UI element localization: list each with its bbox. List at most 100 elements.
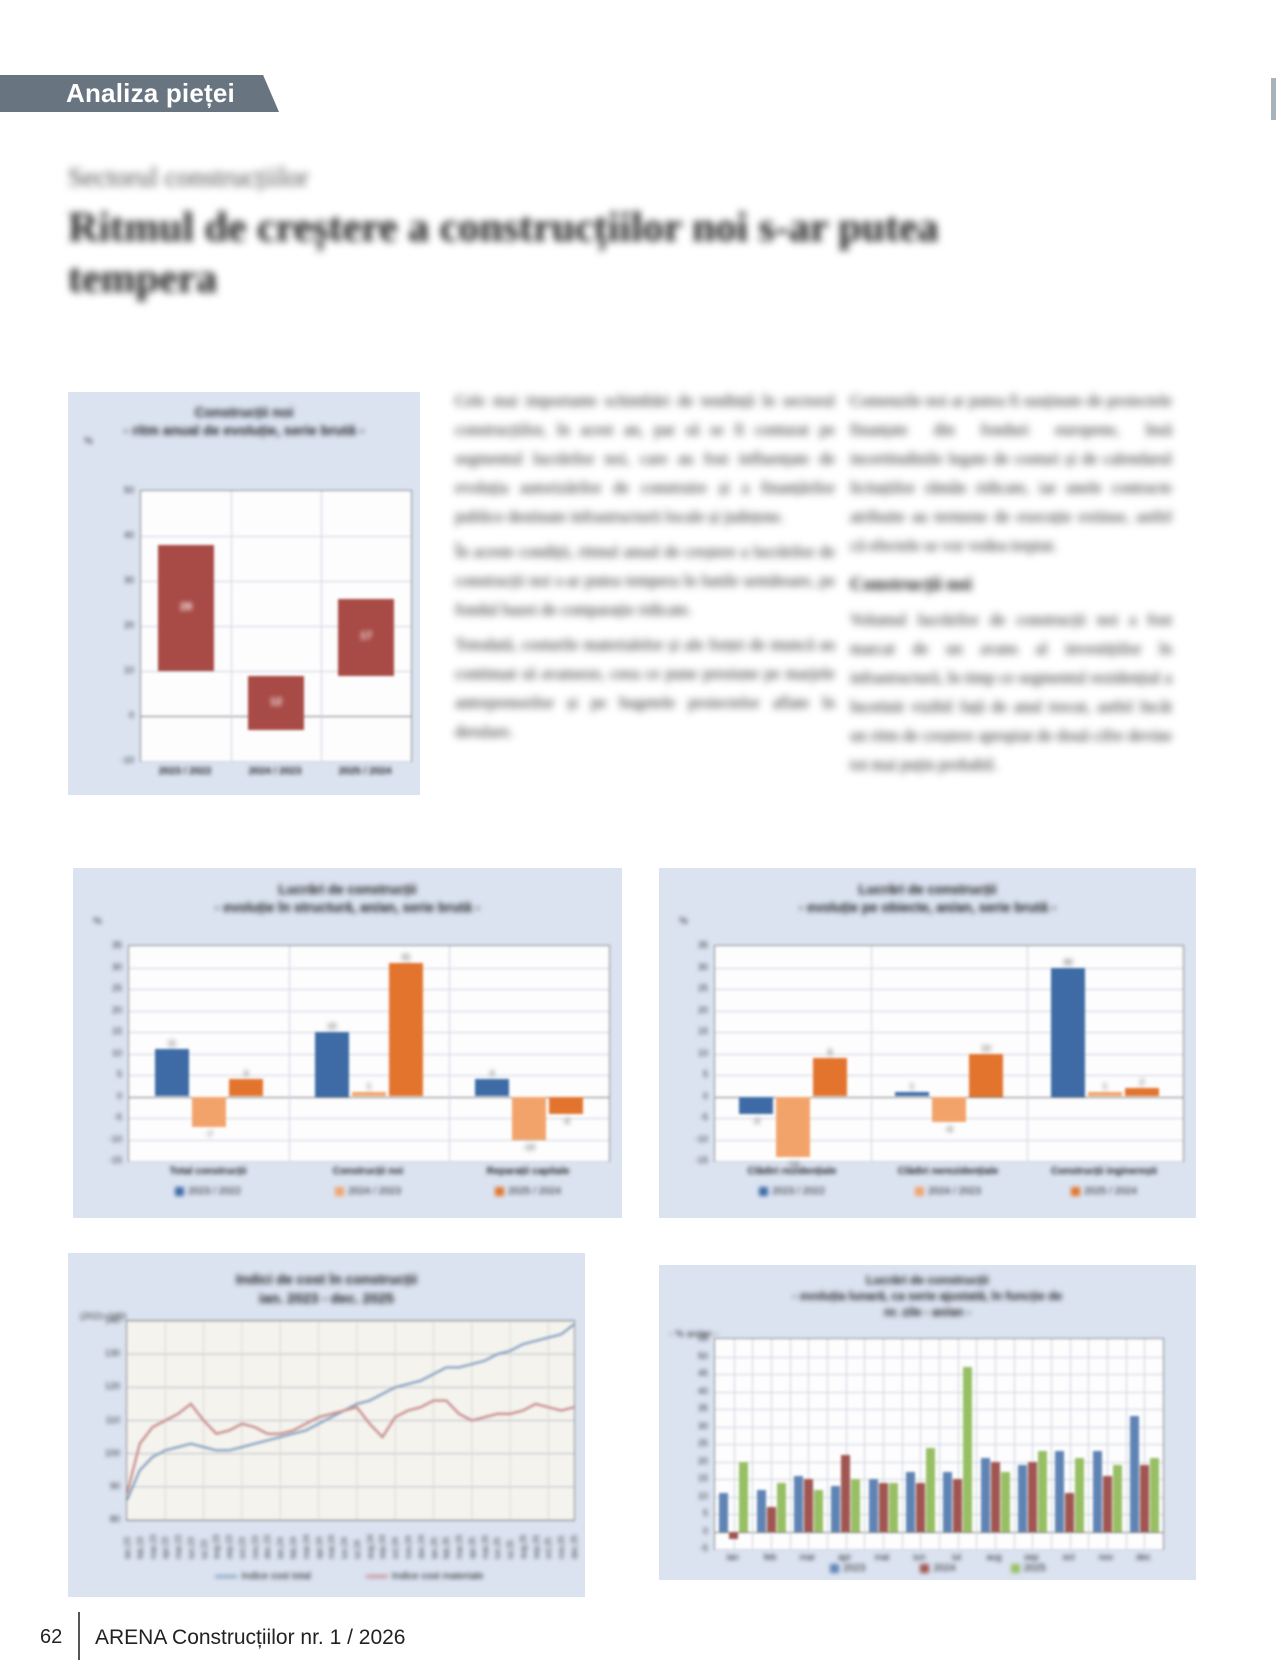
y-gridline [715,1075,1183,1076]
bar-value-label: 1 [366,1081,372,1092]
bar [963,1367,973,1532]
y-tick-label: 10 [697,1490,708,1501]
bar [813,1057,847,1097]
y-tick-label: 130 [104,1348,120,1359]
bar-value-label: 28 [179,601,193,613]
legend-color-swatch [495,1187,505,1196]
line-chart-svg [125,1320,575,1521]
x-tick-label: sep.23 [225,1534,235,1559]
bar [1027,1461,1037,1532]
v-gridline [1051,1339,1052,1549]
legend-line-swatch [365,1575,388,1578]
chart-plot-area: 11 -7 4 15 1 31 4 -10 -4 [128,945,610,1162]
legend-label: 2024 [933,1563,956,1574]
bar [1149,1458,1159,1532]
body-text-column-2: Comenzile noi ar putea fi susținute de p… [850,386,1172,785]
v-gridline [752,1339,754,1549]
bar [229,1079,263,1097]
legend-label: 2025 / 2024 [1084,1186,1137,1197]
y-tick-label: 15 [111,1026,122,1036]
x-tick-label: aug.23 [212,1534,222,1559]
y-gridline [715,967,1183,969]
y-tick-label: 50 [123,485,134,495]
x-category-label: Total construcții [169,1166,247,1177]
legend-color-swatch [1010,1564,1020,1573]
legend-label: 2025 [1023,1563,1046,1574]
x-tick-label: mai.25 [480,1534,490,1559]
zero-axis-line [129,1096,609,1098]
bar [915,1482,925,1532]
bar [932,1096,966,1123]
body-subheading: Construcții noi [850,574,972,595]
group-divider [321,491,322,761]
legend-color-swatch [830,1564,840,1573]
bar [315,1032,349,1097]
x-tick-label: iun.23 [186,1537,196,1559]
bar-value-label: 30 [1063,956,1073,967]
x-tick-label: apr.23 [161,1536,171,1559]
chart-title: Lucrări de construcții [866,1273,989,1287]
x-category-label: iul [952,1552,962,1562]
article-headline: Ritmul de creștere a construcțiilor noi … [68,205,939,303]
bar [352,1092,386,1097]
y-tick-label: 15 [697,1473,708,1483]
x-category-label: aug [986,1552,1002,1562]
y-tick-label: 100 [104,1447,120,1458]
x-tick-label: ian.25 [429,1537,439,1559]
body-text-column-1: Cele mai importante schimbări de tendinț… [455,386,835,752]
y-tick-label: 30 [123,575,134,585]
x-tick-label: mar.25 [455,1534,465,1559]
x-tick-label: dec.23 [263,1534,273,1559]
y-tick-label: 0 [116,1090,122,1101]
chart-plot-area [714,1338,1164,1550]
x-category-label: nov [1098,1552,1114,1562]
legend-item: 2023 / 2022 [175,1186,241,1197]
v-gridline [901,1339,903,1549]
article-kicker: Sectorul construcțiilor [68,162,309,192]
y-gridline [715,1053,1183,1055]
y-gridline [715,1139,1183,1141]
bar [1092,1451,1102,1532]
bar [1102,1475,1112,1532]
y-gridline [129,1118,609,1119]
chart-legend: Indice cost total Indice cost materiale [126,1571,573,1582]
v-gridline [845,1339,847,1549]
group-divider [231,491,232,761]
bar [776,1482,786,1532]
bar [1075,1458,1085,1532]
bar-value-label: 9 [827,1046,833,1057]
y-tick-label: 25 [697,983,708,993]
legend-color-swatch [175,1187,185,1196]
x-tick-label: iul.23 [199,1539,209,1559]
page-number: 62 [40,1626,63,1648]
bar [943,1472,953,1532]
y-tick-label: -15 [694,1155,708,1165]
legend-label: Indice cost total [241,1571,311,1582]
x-tick-label: nov.24 [403,1535,413,1559]
legend-item: 2023 [830,1563,865,1574]
group-divider [449,946,450,1161]
y-gridline [129,967,609,969]
y-tick-label: 0 [128,710,134,720]
x-category-label: apr [838,1552,852,1562]
y-tick-label: 35 [697,1403,708,1413]
bar [841,1454,851,1532]
chart-legend: 2023 / 2022 2024 / 2023 2025 / 2024 [714,1186,1182,1197]
bar [793,1475,803,1532]
bar-value-label: 1 [1102,1081,1108,1092]
x-tick-label: dec.24 [416,1534,426,1559]
bar [766,1507,776,1532]
legend-color-swatch [1071,1187,1081,1196]
bar [895,1092,929,1097]
x-tick-label: iul.24 [352,1539,362,1559]
body-paragraph: Volumul lucrărilor de construcții noi a … [850,610,1172,774]
data-line [125,1323,575,1501]
chart-title: ian. 2023 - dec. 2025 [259,1290,394,1306]
bar [803,1479,813,1532]
legend-item: 2024 / 2023 [335,1186,401,1197]
v-gridline [771,1339,772,1549]
y-gridline [141,761,411,762]
x-category-label: mai [874,1552,890,1562]
y-gridline [129,1010,609,1012]
legend-item: 2024 / 2023 [915,1186,981,1197]
